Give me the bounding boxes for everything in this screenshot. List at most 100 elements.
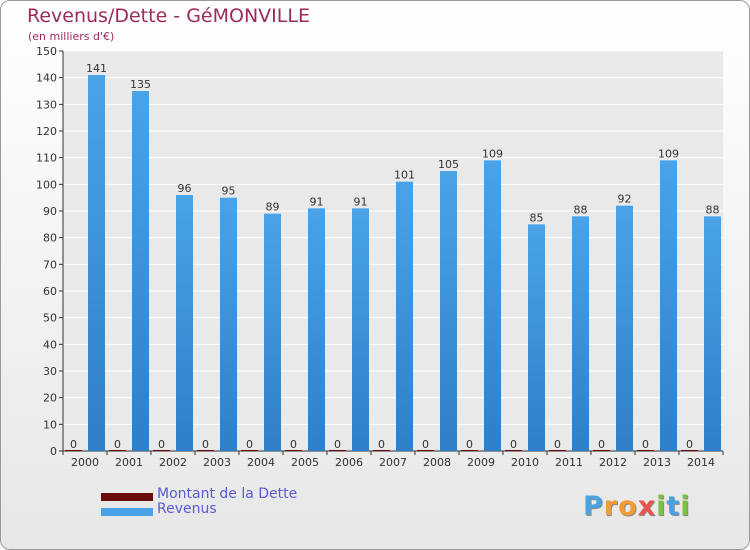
- bar-dette: [153, 450, 170, 451]
- bar-dette: [285, 450, 302, 451]
- y-tick-label: 140: [36, 72, 57, 85]
- logo-letter: P: [583, 491, 604, 522]
- x-tick-label: 2008: [423, 456, 451, 469]
- bar-revenus: [660, 160, 677, 452]
- data-label-revenus: 96: [178, 182, 192, 195]
- data-label-revenus: 85: [530, 211, 544, 224]
- data-label-dette: 0: [158, 438, 165, 451]
- y-tick-label: 70: [43, 258, 57, 271]
- y-tick-label: 30: [43, 365, 57, 378]
- y-tick-label: 40: [43, 338, 57, 351]
- y-tick-label: 50: [43, 312, 57, 325]
- bar-revenus: [704, 216, 721, 451]
- data-label-revenus: 89: [266, 201, 280, 214]
- bar-dette: [65, 450, 82, 451]
- chart-subtitle: (en milliers d'€): [28, 30, 115, 43]
- data-label-dette: 0: [642, 438, 649, 451]
- bar-dette: [373, 450, 390, 451]
- bar-revenus: [396, 181, 413, 451]
- bar-revenus: [616, 205, 633, 451]
- bar-dette: [241, 450, 258, 451]
- logo-letter: o: [618, 491, 638, 522]
- bar-dette: [681, 450, 698, 451]
- logo-letter: r: [603, 491, 619, 522]
- bar-revenus: [88, 75, 105, 451]
- bar-revenus: [440, 171, 457, 451]
- y-tick-label: 80: [43, 232, 57, 245]
- data-label-dette: 0: [422, 438, 429, 451]
- legend-label-revenus: Revenus: [157, 501, 217, 517]
- x-tick-label: 2014: [687, 456, 715, 469]
- bar-dette: [197, 450, 214, 451]
- data-label-dette: 0: [378, 438, 385, 451]
- y-tick-label: 100: [36, 178, 57, 191]
- bar-dette: [505, 450, 522, 451]
- bar-revenus: [484, 160, 501, 452]
- x-tick-label: 2013: [643, 456, 671, 469]
- bar-revenus: [220, 197, 237, 451]
- x-tick-label: 2000: [71, 456, 99, 469]
- logo-letter: i: [656, 491, 667, 522]
- bar-dette: [461, 450, 478, 451]
- data-label-revenus: 92: [618, 193, 632, 206]
- bar-dette: [329, 450, 346, 451]
- y-tick-label: 90: [43, 205, 57, 218]
- bar-dette: [109, 450, 126, 451]
- data-label-revenus: 95: [222, 185, 236, 198]
- data-label-revenus: 109: [658, 147, 679, 160]
- y-tick-label: 60: [43, 285, 57, 298]
- x-tick-label: 2006: [335, 456, 363, 469]
- data-label-dette: 0: [202, 438, 209, 451]
- data-label-dette: 0: [686, 438, 693, 451]
- x-tick-label: 2002: [159, 456, 187, 469]
- data-label-revenus: 91: [354, 195, 368, 208]
- bar-dette: [417, 450, 434, 451]
- x-tick-label: 2004: [247, 456, 275, 469]
- logo-letter: t: [666, 491, 681, 522]
- bar-revenus: [572, 216, 589, 451]
- x-tick-label: 2012: [599, 456, 627, 469]
- logo-letter: i: [680, 491, 691, 522]
- bar-dette: [637, 450, 654, 451]
- data-label-revenus: 141: [86, 62, 107, 75]
- data-label-dette: 0: [114, 438, 121, 451]
- x-tick-label: 2001: [115, 456, 143, 469]
- data-label-revenus: 101: [394, 169, 415, 182]
- legend-swatch-revenus: [101, 508, 153, 516]
- data-label-revenus: 88: [574, 203, 588, 216]
- y-tick-label: 120: [36, 125, 57, 138]
- y-tick-label: 150: [36, 45, 57, 58]
- data-label-dette: 0: [554, 438, 561, 451]
- bar-revenus: [176, 195, 193, 451]
- bar-dette: [593, 450, 610, 451]
- bar-revenus: [352, 208, 369, 451]
- data-label-revenus: 109: [482, 147, 503, 160]
- x-tick-label: 2007: [379, 456, 407, 469]
- bar-dette: [549, 450, 566, 451]
- y-tick-label: 0: [50, 445, 57, 458]
- chart-title: Revenus/Dette - GéMONVILLE: [27, 5, 310, 27]
- data-label-dette: 0: [510, 438, 517, 451]
- logo-letter: x: [637, 491, 657, 522]
- data-label-revenus: 105: [438, 158, 459, 171]
- data-label-revenus: 135: [130, 78, 151, 91]
- x-tick-label: 2003: [203, 456, 231, 469]
- data-label-dette: 0: [290, 438, 297, 451]
- data-label-dette: 0: [70, 438, 77, 451]
- bar-revenus: [528, 224, 545, 451]
- x-tick-label: 2011: [555, 456, 583, 469]
- proxiti-logo: Proxiti: [583, 491, 693, 525]
- x-tick-label: 2005: [291, 456, 319, 469]
- y-tick-label: 10: [43, 418, 57, 431]
- y-tick-label: 110: [36, 152, 57, 165]
- data-label-revenus: 88: [706, 203, 720, 216]
- plot-area: [63, 51, 723, 451]
- data-label-dette: 0: [246, 438, 253, 451]
- legend-label-dette: Montant de la Dette: [157, 486, 298, 502]
- x-tick-label: 2009: [467, 456, 495, 469]
- legend-swatch-dette: [101, 493, 153, 501]
- y-tick-label: 130: [36, 98, 57, 111]
- data-label-dette: 0: [466, 438, 473, 451]
